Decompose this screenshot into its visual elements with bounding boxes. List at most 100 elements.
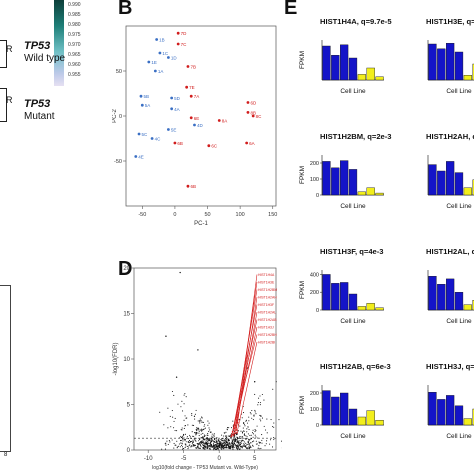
volcano-ytick-label: 0 [127, 448, 131, 454]
volcano-point [243, 423, 245, 425]
volcano-point [247, 447, 249, 449]
volcano-point [177, 403, 179, 405]
pca-point [176, 42, 180, 46]
colorbar-tick-label: 0.965 [68, 52, 81, 58]
bar [463, 187, 472, 196]
volcano-point [207, 446, 209, 448]
volcano-point [192, 444, 194, 446]
pca-point [193, 123, 196, 127]
bar-chart-xlabel: Cell Line [446, 203, 472, 210]
volcano-point [186, 445, 188, 448]
bar [463, 418, 472, 426]
left-plot-frame [0, 285, 11, 452]
volcano-point [205, 439, 207, 441]
group2-prefix: R [6, 95, 13, 105]
volcano-point [220, 442, 222, 444]
volcano-point [179, 440, 182, 442]
bar-chart-ytick-label: 0 [316, 308, 319, 314]
bar [348, 57, 358, 81]
volcano-point [181, 429, 183, 431]
volcano-point [185, 396, 187, 398]
volcano-point [205, 446, 207, 448]
volcano-point [198, 429, 200, 431]
volcano-point [240, 446, 242, 448]
volcano-point [223, 432, 225, 434]
pca-point-label: 5B [144, 94, 150, 99]
bar-chart-ytick-label: 400 [310, 272, 319, 278]
pca-point-label: 5C [142, 132, 149, 137]
volcano-point [221, 438, 223, 440]
volcano-point [223, 445, 225, 447]
volcano-point [223, 441, 225, 443]
volcano-point [184, 446, 186, 449]
volcano-point [246, 431, 248, 433]
volcano-point [221, 445, 223, 447]
volcano-point [252, 444, 254, 446]
volcano-point [225, 436, 228, 438]
volcano-point [200, 419, 202, 422]
bar [446, 278, 455, 311]
volcano-point [261, 442, 263, 444]
volcano-point [209, 429, 211, 431]
volcano-point [238, 445, 240, 447]
volcano-point [203, 428, 205, 430]
colorbar-tick-label: 0.960 [68, 62, 81, 68]
volcano-ylabel: -log10(FDR) [113, 342, 119, 375]
volcano-point [191, 431, 193, 433]
volcano-point [207, 433, 209, 435]
volcano-point [179, 446, 181, 448]
volcano-point [248, 447, 250, 449]
bar [472, 63, 474, 81]
volcano-point [174, 429, 176, 432]
volcano-point [234, 436, 236, 438]
volcano-point [191, 440, 193, 443]
bar [357, 74, 366, 81]
bar [454, 292, 464, 311]
volcano-point [176, 430, 178, 432]
volcano-point [213, 435, 215, 437]
volcano-point [254, 409, 256, 412]
volcano-point [171, 390, 174, 393]
volcano-point [214, 441, 216, 443]
bar [366, 303, 375, 311]
volcano-point [208, 422, 210, 424]
volcano-point [223, 443, 225, 445]
volcano-point [201, 416, 203, 418]
volcano-point [226, 444, 228, 446]
volcano-point [209, 439, 211, 442]
volcano-point [259, 402, 261, 404]
volcano-point [254, 431, 256, 433]
bar [446, 395, 455, 426]
pca-point-label: 1B [159, 38, 165, 43]
bar-chart-xlabel: Cell Line [340, 88, 366, 95]
volcano-point [204, 438, 206, 440]
pca-point [189, 94, 193, 98]
volcano-point [221, 439, 223, 442]
bar-chart-ytick-label: 100 [310, 407, 319, 413]
pca-point [150, 137, 154, 140]
volcano-point [221, 448, 223, 450]
volcano-point [245, 446, 247, 448]
volcano-point [200, 441, 202, 443]
volcano-point [202, 443, 204, 445]
bar [322, 161, 331, 196]
volcano-point [220, 444, 222, 446]
bar [357, 416, 366, 426]
pca-point [170, 96, 174, 100]
volcano-point [220, 447, 222, 449]
volcano-point [201, 440, 203, 442]
volcano-point [236, 442, 238, 444]
bar-chart-xlabel: Cell Line [340, 318, 366, 325]
volcano-point [181, 442, 183, 444]
volcano-point [195, 447, 197, 449]
pca-point [189, 116, 193, 120]
volcano-point [273, 426, 275, 428]
bar-chart-title: HIST1H2BM, q=2e-3 [320, 132, 392, 141]
colorbar-tick-label: 0.970 [68, 42, 81, 48]
volcano-point [185, 445, 187, 447]
volcano-point [161, 448, 163, 450]
bar [322, 274, 331, 311]
volcano-point [198, 434, 200, 437]
volcano-point [216, 441, 218, 443]
pca-ylabel: PC-2 [112, 109, 118, 123]
